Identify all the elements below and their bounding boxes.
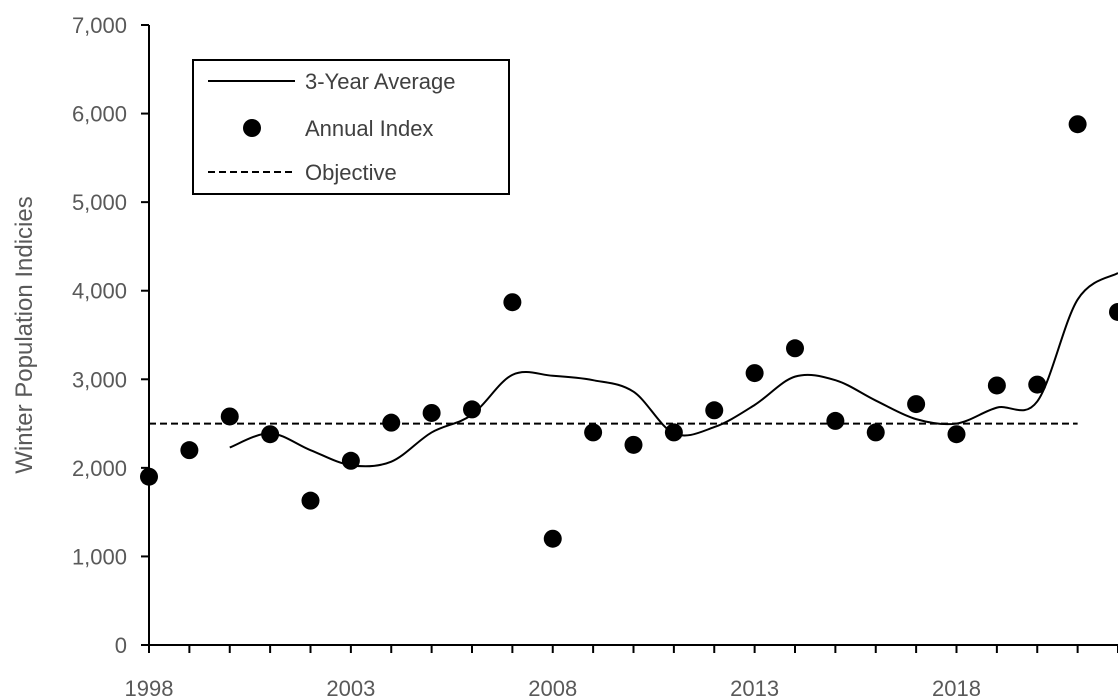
annual-index-point xyxy=(584,423,603,442)
annual-index-point xyxy=(664,423,683,442)
legend-label-objective: Objective xyxy=(305,160,397,185)
annual-index-point xyxy=(786,339,804,358)
y-tick-label: 1,000 xyxy=(72,544,127,569)
annual-index-point xyxy=(826,411,845,430)
annual-index-point xyxy=(987,376,1006,395)
annual-index-point xyxy=(1068,115,1087,134)
plot-area xyxy=(140,115,1118,548)
x-tick-label: 2013 xyxy=(730,676,779,700)
annual-index-point xyxy=(503,293,522,312)
y-axis-ticks: 0 1,000 2,000 3,000 4,000 5,000 6,000 7,000 xyxy=(72,13,149,658)
x-axis-ticks: 1998 2003 2008 2013 2018 xyxy=(125,645,1118,700)
annual-index-point xyxy=(1028,375,1047,394)
annual-index-point xyxy=(866,423,885,442)
legend-label-3yr-average: 3-Year Average xyxy=(305,69,455,94)
annual-index-point xyxy=(261,425,280,444)
annual-index-point xyxy=(180,441,199,460)
annual-index-point xyxy=(947,425,966,444)
annual-index-point xyxy=(907,395,926,414)
annual-index-point xyxy=(624,435,643,454)
y-axis-title: Winter Population Indicies xyxy=(11,196,38,473)
y-tick-label: 2,000 xyxy=(72,456,127,481)
y-tick-label: 0 xyxy=(115,633,127,658)
legend: 3-Year Average Annual Index Objective xyxy=(192,59,510,195)
annual-index-point xyxy=(301,491,320,510)
annual-index-point xyxy=(705,401,724,420)
annual-index-point xyxy=(745,364,764,383)
annual-index-point xyxy=(543,529,562,548)
y-tick-label: 6,000 xyxy=(72,102,127,127)
x-tick-label: 2018 xyxy=(932,676,981,700)
legend-marker-annual-index xyxy=(243,119,261,137)
annual-index-point xyxy=(1109,302,1118,321)
y-tick-label: 7,000 xyxy=(72,13,127,38)
annual-index-point xyxy=(463,400,481,419)
x-tick-label: 1998 xyxy=(125,676,174,700)
annual-index-point xyxy=(220,407,239,426)
y-tick-label: 5,000 xyxy=(72,190,127,215)
legend-label-annual-index: Annual Index xyxy=(305,116,433,141)
annual-index-point xyxy=(140,467,158,486)
annual-index-point xyxy=(382,413,401,432)
y-tick-label: 4,000 xyxy=(72,279,127,304)
annual-index-point xyxy=(422,403,441,422)
x-tick-label: 2008 xyxy=(528,676,577,700)
annual-index-point xyxy=(341,451,360,470)
y-tick-label: 3,000 xyxy=(72,367,127,392)
x-tick-label: 2003 xyxy=(326,676,375,700)
